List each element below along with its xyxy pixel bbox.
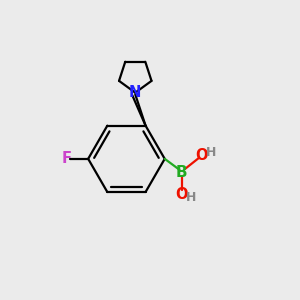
Text: N: N bbox=[129, 85, 142, 100]
Text: H: H bbox=[186, 190, 196, 204]
Text: O: O bbox=[176, 187, 188, 202]
Text: F: F bbox=[62, 151, 72, 166]
Text: O: O bbox=[196, 148, 208, 163]
Text: B: B bbox=[176, 165, 188, 180]
Text: H: H bbox=[206, 146, 216, 159]
